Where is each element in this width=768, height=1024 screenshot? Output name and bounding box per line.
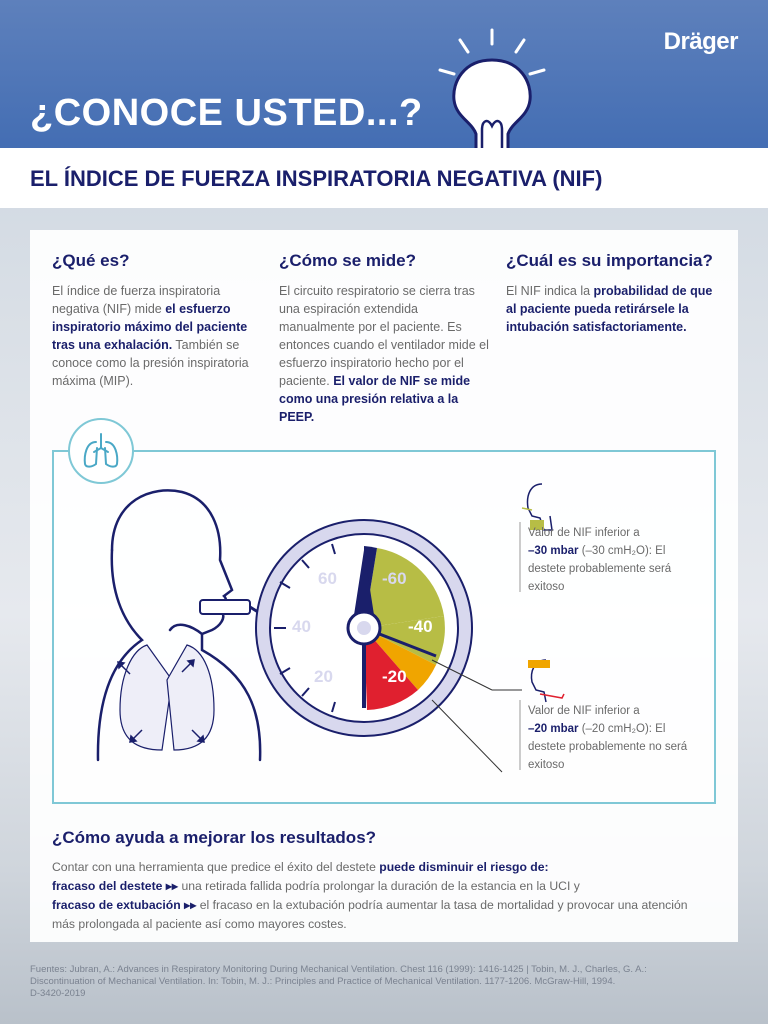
sources: Fuentes: Jubran, A.: Advances in Respira… xyxy=(30,964,730,1000)
how-measured-heading: ¿Cómo se mide? xyxy=(279,251,416,270)
what-is-text-1: El índice de fuerza inspiratoria negativ… xyxy=(52,284,221,316)
gauge-label-40: 40 xyxy=(292,617,311,636)
note-failure-text-1: Valor de NIF inferior a xyxy=(528,705,640,717)
pressure-gauge: 60 40 20 -60 -40 -20 xyxy=(255,519,473,737)
how-measured-text-1: El circuito respiratorio se cierra tras … xyxy=(279,284,489,388)
gauge-label-60: 60 xyxy=(318,569,337,588)
double-arrow-icon: ▸▸ xyxy=(184,898,197,912)
importance-bold: probabilidad de que al paciente pueda re… xyxy=(506,284,713,334)
gauge-label-20: 20 xyxy=(314,667,333,686)
title-band xyxy=(0,148,768,208)
how-measured-column: ¿Cómo se mide? El circuito respiratorio … xyxy=(279,252,494,426)
gauge-green-zone xyxy=(364,548,444,628)
expansion-arrows-icon xyxy=(117,659,205,743)
lightbulb-icon xyxy=(438,28,546,152)
note-success-text-1: Valor de NIF inferior a xyxy=(528,527,640,539)
note-success: Valor de NIF inferior a –30 mbar (–30 cm… xyxy=(528,524,698,596)
note-success-value: –30 mbar xyxy=(528,545,579,557)
gauge-label-neg40: -40 xyxy=(408,617,433,636)
improve-text-2: una retirada fallida podría prolongar la… xyxy=(178,879,580,893)
double-arrow-icon: ▸▸ xyxy=(165,879,179,893)
improve-weaning-failure: fracaso del destete xyxy=(52,879,163,893)
improve-text-1: Contar con una herramienta que predice e… xyxy=(52,860,380,874)
note-failure: Valor de NIF inferior a –20 mbar (–20 cm… xyxy=(528,702,698,774)
lungs-outline xyxy=(119,644,215,751)
improve-heading: ¿Cómo ayuda a mejorar los resultados? xyxy=(52,828,377,847)
leader-lines xyxy=(431,659,522,773)
improve-text-3: el fracaso en la extubación podría aumen… xyxy=(52,898,688,931)
what-is-heading: ¿Qué es? xyxy=(52,251,130,270)
what-is-bold: el esfuerzo inspiratorio máximo del paci… xyxy=(52,302,248,352)
what-is-text-2: También se conoce como la presión inspir… xyxy=(52,338,249,388)
what-is-text: El índice de fuerza inspiratoria negativ… xyxy=(52,282,267,390)
note-success-text-2: (–30 cmH₂O): El destete probablemente se… xyxy=(528,545,672,593)
lungs-icon xyxy=(83,433,119,468)
importance-text-1: El NIF indica la xyxy=(506,284,594,298)
nif-diagram: 60 40 20 -60 -40 -20 xyxy=(96,483,565,773)
improve-bold-1: puede disminuir el riesgo de: xyxy=(379,860,549,874)
sources-line-2: Discontinuation of Mechanical Ventilatio… xyxy=(30,976,616,987)
what-is-column: ¿Qué es? El índice de fuerza inspiratori… xyxy=(52,252,267,390)
patient-without-tube-icon xyxy=(521,483,553,531)
how-measured-text: El circuito respiratorio se cierra tras … xyxy=(279,282,494,426)
importance-column: ¿Cuál es su importancia? El NIF indica l… xyxy=(506,252,726,336)
intubated-patient-icon xyxy=(528,659,565,703)
note-failure-text-2: (–20 cmH₂O): El destete probablemente no… xyxy=(528,723,688,771)
gauge-label-neg20: -20 xyxy=(382,667,407,686)
gauge-orange-zone xyxy=(364,628,436,690)
improve-extubation-failure: fracaso de extubación xyxy=(52,898,181,912)
brand-logo: Dräger xyxy=(663,28,739,55)
lungs-badge xyxy=(68,418,134,484)
note-failure-value: –20 mbar xyxy=(528,723,579,735)
importance-heading: ¿Cuál es su importancia? xyxy=(506,251,713,270)
importance-text: El NIF indica la probabilidad de que al … xyxy=(506,282,726,336)
sources-line-1: Fuentes: Jubran, A.: Advances in Respira… xyxy=(30,964,647,975)
improve-text: Contar con una herramienta que predice e… xyxy=(52,858,692,934)
document-code: D-3420-2019 xyxy=(30,988,86,999)
how-measured-bold: El valor de NIF se mide como una presión… xyxy=(279,374,471,424)
hero-title: ¿CONOCE USTED...? xyxy=(30,92,423,134)
gauge-label-neg60: -60 xyxy=(382,569,407,588)
gauge-red-zone xyxy=(364,628,418,710)
page-title: EL ÍNDICE DE FUERZA INSPIRATORIA NEGATIV… xyxy=(30,166,603,191)
